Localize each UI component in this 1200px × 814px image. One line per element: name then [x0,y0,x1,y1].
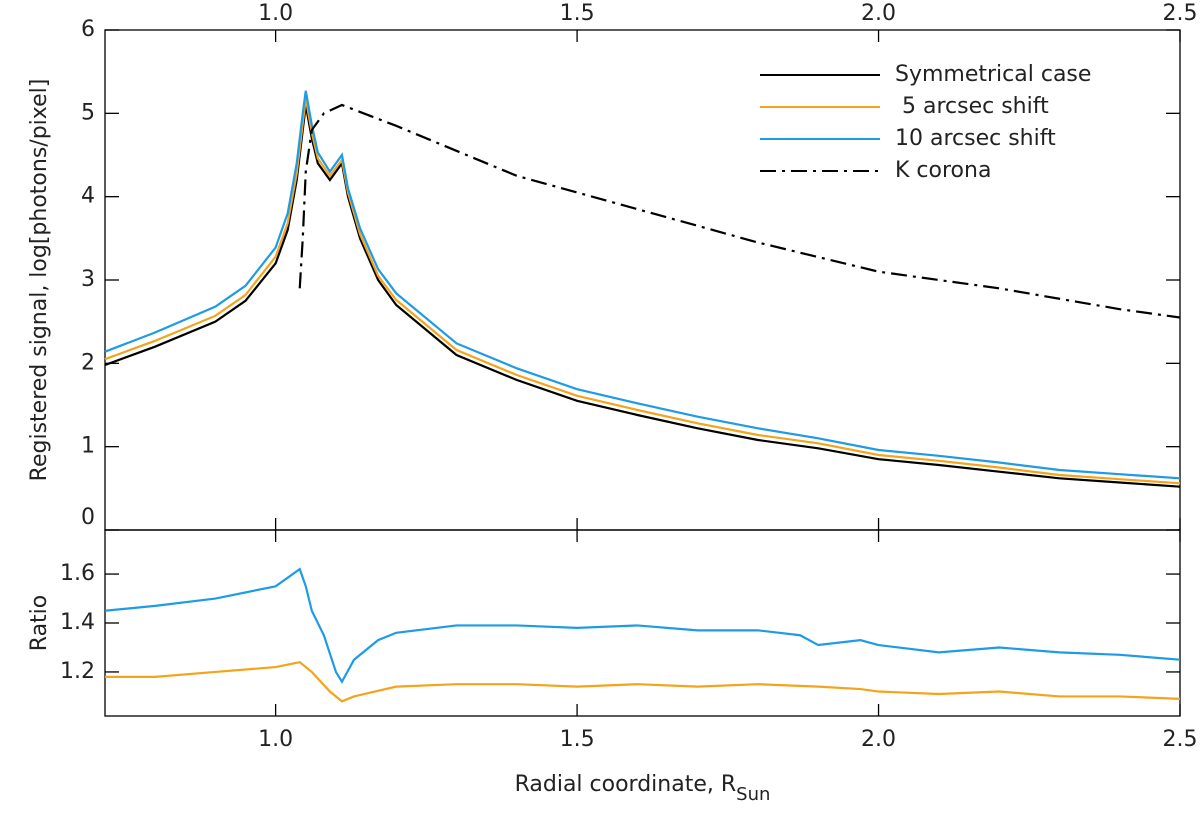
legend-label: 5 arcsec shift [895,94,1049,119]
x-tick-label: 2.5 [1163,727,1198,752]
series-line [104,567,1181,684]
series-line [104,90,1181,480]
plot-frame [104,529,1181,717]
y-tick-label: 1.6 [60,561,95,586]
y-axis-label: Registered signal, log[photons/pixel] [27,79,52,482]
series-line [104,104,1181,488]
y-tick-label: 1 [81,434,95,459]
x-axis-label-main: Radial coordinate, R [515,772,737,797]
x-tick-label: 1.0 [258,727,293,752]
y-axis-label: Ratio [27,595,52,651]
legend-label: K corona [895,158,991,183]
x-tick-label: 1.5 [560,727,595,752]
y-tick-label: 3 [81,267,95,292]
x-tick-label: 2.0 [861,727,896,752]
y-tick-label: 5 [81,100,95,125]
x-tick-label: 1.0 [258,1,293,26]
y-tick-label: 0 [81,505,95,530]
legend-label: 10 arcsec shift [895,126,1056,151]
x-tick-label: 2.5 [1163,1,1198,26]
y-tick-label: 1.4 [60,610,95,635]
y-tick-label: 1.2 [60,659,95,684]
x-axis-label-subscript: Sun [736,784,770,805]
legend-label: Symmetrical case [895,62,1091,87]
x-tick-label: 2.0 [861,1,896,26]
series-line [298,103,1181,319]
x-axis-label: Radial coordinate, RSun [515,772,771,805]
series-line [104,98,1181,485]
series-line [105,660,1181,703]
y-tick-label: 2 [81,350,95,375]
y-tick-label: 4 [81,184,95,209]
x-tick-label: 1.5 [560,1,595,26]
y-tick-label: 6 [81,17,95,42]
